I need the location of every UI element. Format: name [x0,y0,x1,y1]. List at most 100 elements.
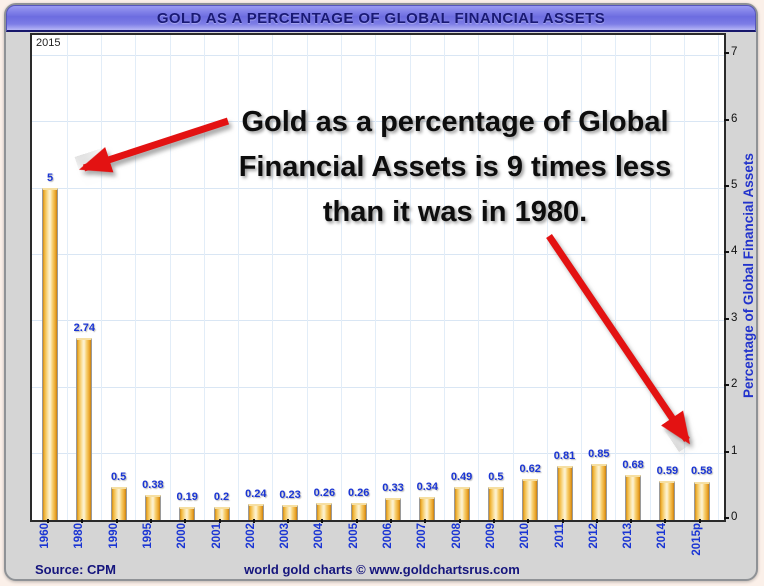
bar [556,466,573,520]
y-axis-tick-label: 7 [731,46,738,59]
h-gridline [32,253,724,255]
h-gridline [32,386,724,388]
x-axis-label: 2003 [279,523,292,549]
v-gridline [272,35,274,520]
bar-value-label: 2.74 [73,322,95,335]
v-gridline [238,35,240,520]
v-gridline [443,35,445,520]
bar-value-label: 0.24 [245,488,267,501]
x-axis-tick [492,519,495,523]
bar [213,506,230,520]
bar [487,486,504,520]
x-axis-tick [664,519,667,523]
x-axis-label: 2006 [382,523,394,549]
v-gridline [478,35,480,520]
v-gridline [341,35,343,520]
h-gridline [32,54,724,56]
v-gridline [100,35,102,520]
bar-value-label: 0.26 [347,486,370,499]
v-gridline [375,35,377,520]
h-gridline [32,320,724,322]
h-gridline [32,187,724,189]
y-axis-tick [724,52,729,55]
y-axis-tick [724,384,729,387]
bar-value-label: 0.2 [213,490,230,503]
h-gridline [32,453,724,455]
bar-value-label: 0.59 [656,464,679,477]
x-axis-tick [458,519,461,523]
x-axis-tick [184,519,187,523]
bar [625,474,642,520]
x-axis-tick [698,519,701,523]
bar-value-label: 0.81 [553,450,576,463]
bar [385,498,401,520]
corner-year-label: 2015 [36,37,61,49]
bar-value-label: 0.5 [110,470,127,483]
v-gridline [512,35,514,520]
y-axis-tick-label: 3 [731,311,738,324]
bar [247,504,264,520]
bar-value-label: 0.49 [450,471,473,484]
title-bar: GOLD AS A PERCENTAGE OF GLOBAL FINANCIAL… [6,5,756,32]
x-axis-label: 2015p [690,523,703,556]
bar-value-label: 0.62 [519,462,541,475]
bar-value-label: 0.33 [382,482,404,495]
x-axis-label: 2007 [416,523,429,549]
bar [316,502,333,520]
y-axis-tick [724,317,729,320]
bar [42,188,58,520]
bar-value-label: 0.5 [488,470,504,483]
x-axis-tick [321,519,324,523]
x-axis-label: 2000 [176,523,189,549]
x-axis-tick [47,519,49,523]
v-gridline [135,35,137,520]
x-axis-tick [527,519,530,523]
bar-value-label: 0.26 [313,486,336,499]
x-axis-label: 2011 [553,523,566,548]
x-axis-tick [81,519,84,523]
x-axis-tick [149,519,152,523]
x-axis-tick [218,519,221,523]
h-gridline [32,121,724,123]
annotation-text: Gold as a percentage of Global Financial… [225,100,685,235]
y-axis-tick [724,118,729,121]
x-axis-tick [561,519,564,523]
y-axis-tick-label: 4 [731,245,738,258]
x-axis-tick [630,519,633,523]
x-axis-tick [287,519,290,523]
x-axis-label: 1980 [73,523,86,549]
x-axis-label: 2004 [313,523,326,549]
x-axis-label: 2001 [210,523,223,549]
bar [659,480,676,520]
bar [144,494,161,520]
x-axis-label: 2010 [519,523,532,549]
annotation-line: than it was in 1980. [322,196,588,228]
v-gridline [66,35,68,520]
y-axis-tick [724,251,729,254]
bar [110,486,127,520]
y-axis-tick [724,450,729,453]
bar-value-label: 0.23 [279,488,301,501]
bar [419,497,436,520]
bar-value-label: 0.38 [142,478,164,491]
y-axis-tick-label: 1 [731,444,738,457]
v-gridline [169,35,171,520]
x-axis-tick [595,519,598,523]
bar-value-label: 0.85 [588,447,610,460]
x-axis-tick [252,519,255,523]
annotation-line: Financial Assets is 9 times less [238,151,672,183]
bar [453,487,470,520]
x-axis-tick [115,519,118,523]
y-axis-tick-label: 5 [731,179,738,191]
y-axis-tick [724,517,729,519]
x-axis-label: 2009 [484,523,497,549]
bar-value-label: 0.68 [622,458,644,471]
bar [522,478,539,520]
chart-title: GOLD AS A PERCENTAGE OF GLOBAL FINANCIAL… [156,9,606,27]
x-axis-label: 1995 [141,523,154,549]
bar-value-label: 5 [46,172,54,184]
x-axis-tick [424,519,427,523]
source-label: Source: CPM [35,562,116,577]
plot-area: 2015 5 2.74 0.5 0.38 0.19 0.2 0.24 0.23 0.26 0.26… [30,33,726,522]
y-axis-tick-label: 0 [731,511,738,523]
